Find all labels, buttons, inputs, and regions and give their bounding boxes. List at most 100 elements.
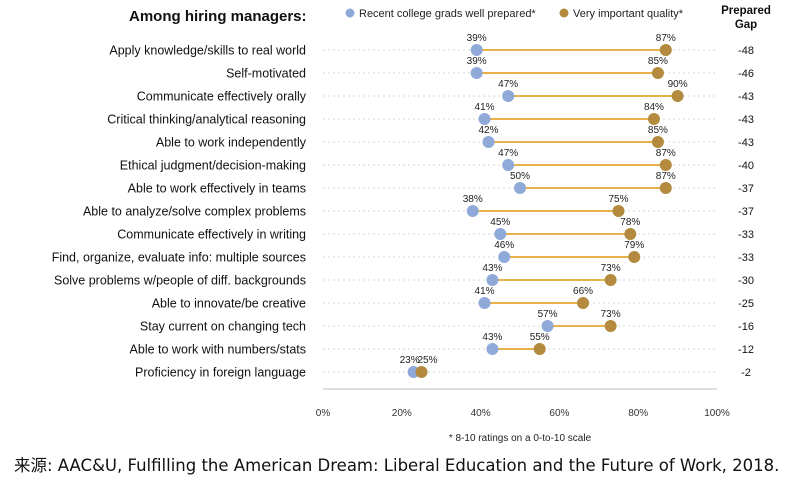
important-dot <box>671 90 684 102</box>
prepared-value-label: 23% <box>400 355 420 366</box>
prepared-value-label: 45% <box>490 217 510 228</box>
prepared-dot <box>466 205 479 217</box>
prepared-dot <box>498 251 511 263</box>
prepared-dot <box>541 320 554 332</box>
legend-important-label: Very important quality* <box>573 8 684 20</box>
prepared-dot <box>478 297 491 309</box>
row-label: Stay current on changing tech <box>140 320 306 334</box>
important-value-label: 78% <box>620 217 640 228</box>
x-tick-label: 100% <box>704 408 730 419</box>
row-label: Solve problems w/people of diff. backgro… <box>54 274 306 288</box>
important-value-label: 87% <box>656 171 676 182</box>
prepared-dot <box>494 228 507 240</box>
gap-value: -2 <box>741 367 751 379</box>
important-dot <box>659 159 672 171</box>
row-label: Proficiency in foreign language <box>135 366 306 380</box>
x-tick-label: 20% <box>392 408 412 419</box>
gap-value: -40 <box>738 160 754 172</box>
prepared-dot <box>470 67 483 79</box>
prepared-value-label: 43% <box>482 263 502 274</box>
important-dot <box>415 366 428 378</box>
important-value-label: 85% <box>648 125 668 136</box>
gap-header-line1: Prepared <box>721 5 771 17</box>
important-value-label: 90% <box>668 79 688 90</box>
prepared-value-label: 43% <box>482 332 502 343</box>
legend-prepared-marker <box>345 8 355 18</box>
important-value-label: 73% <box>601 309 621 320</box>
important-dot <box>624 228 637 240</box>
footnote: * 8-10 ratings on a 0-to-10 scale <box>449 433 592 444</box>
row-label: Self-motivated <box>226 67 306 81</box>
important-dot <box>651 136 664 148</box>
gap-value: -37 <box>738 206 754 218</box>
gap-value: -12 <box>738 344 754 356</box>
gap-header-line2: Gap <box>735 19 757 31</box>
prepared-value-label: 47% <box>498 148 518 159</box>
gap-value: -43 <box>738 137 754 149</box>
gap-value: -43 <box>738 114 754 126</box>
chart-title: Among hiring managers: <box>129 8 307 25</box>
important-dot <box>647 113 660 125</box>
row-label: Communicate effectively orally <box>137 90 307 104</box>
prepared-value-label: 57% <box>538 309 558 320</box>
important-value-label: 87% <box>656 33 676 44</box>
prepared-value-label: 38% <box>463 194 483 205</box>
prepared-dot <box>486 274 499 286</box>
dumbbell-chart: Among hiring managers: Recent college gra… <box>52 5 771 444</box>
prepared-value-label: 42% <box>478 125 498 136</box>
important-dot <box>612 205 625 217</box>
important-dot <box>659 182 672 194</box>
important-value-label: 55% <box>530 332 550 343</box>
row-label: Able to innovate/be creative <box>152 297 306 311</box>
gap-value: -25 <box>738 298 754 310</box>
row-label: Able to analyze/solve complex problems <box>83 205 306 219</box>
prepared-value-label: 50% <box>510 171 530 182</box>
x-tick-label: 80% <box>628 408 648 419</box>
row-label: Communicate effectively in writing <box>117 228 306 242</box>
important-dot <box>659 44 672 56</box>
row-label: Able to work effectively in teams <box>128 182 306 196</box>
important-value-label: 79% <box>624 240 644 251</box>
important-value-label: 66% <box>573 286 593 297</box>
row-label: Critical thinking/analytical reasoning <box>107 113 306 127</box>
prepared-dot <box>514 182 526 194</box>
important-dot <box>628 251 641 263</box>
important-value-label: 84% <box>644 102 664 113</box>
prepared-dot <box>486 343 499 355</box>
prepared-dot <box>478 113 491 125</box>
row-label: Apply knowledge/skills to real world <box>109 44 306 58</box>
prepared-value-label: 41% <box>475 286 495 297</box>
important-value-label: 73% <box>601 263 621 274</box>
prepared-value-label: 46% <box>494 240 514 251</box>
gap-value: -33 <box>738 252 754 264</box>
prepared-value-label: 39% <box>467 56 487 67</box>
important-dot <box>604 320 617 332</box>
prepared-dot <box>482 136 495 148</box>
prepared-value-label: 47% <box>498 79 518 90</box>
gap-value: -37 <box>738 183 754 195</box>
prepared-value-label: 41% <box>475 102 495 113</box>
important-value-label: 75% <box>608 194 628 205</box>
important-value-label: 87% <box>656 148 676 159</box>
important-dot <box>533 343 546 355</box>
x-tick-label: 60% <box>549 408 569 419</box>
x-tick-label: 40% <box>471 408 491 419</box>
legend-important-marker <box>559 8 569 18</box>
gap-value: -16 <box>738 321 754 333</box>
prepared-dot <box>502 159 515 171</box>
important-dot <box>604 274 617 286</box>
gap-value: -48 <box>738 45 754 57</box>
gap-value: -33 <box>738 229 754 241</box>
prepared-dot <box>502 90 515 102</box>
gap-value: -30 <box>738 275 754 287</box>
important-dot <box>577 297 590 309</box>
legend-prepared-label: Recent college grads well prepared* <box>359 8 536 20</box>
gap-value: -43 <box>738 91 754 103</box>
row-label: Able to work independently <box>156 136 307 150</box>
row-label: Able to work with numbers/stats <box>130 343 306 357</box>
important-value-label: 85% <box>648 56 668 67</box>
row-label: Ethical judgment/decision-making <box>120 159 306 173</box>
source-citation: 来源: AAC&U, Fulfilling the American Dream… <box>14 456 780 475</box>
gap-value: -46 <box>738 68 754 80</box>
prepared-dot <box>470 44 483 56</box>
